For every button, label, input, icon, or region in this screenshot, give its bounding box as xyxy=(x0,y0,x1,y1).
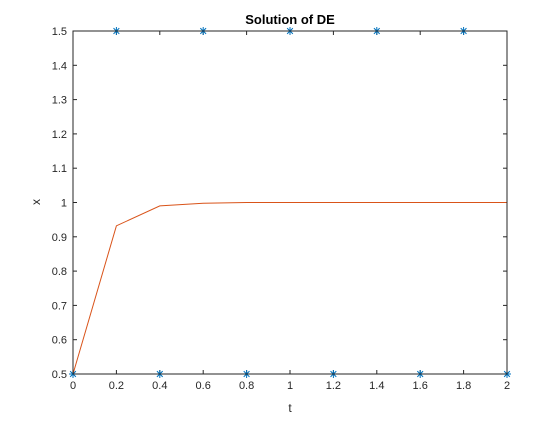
y-tick-label: 1 xyxy=(61,198,67,210)
axes-box xyxy=(72,30,508,375)
y-tick-label: 0.6 xyxy=(52,335,67,347)
y-tick-label: 1.4 xyxy=(52,60,67,72)
y-tick-label: 0.8 xyxy=(52,266,67,278)
series-line xyxy=(72,202,507,375)
x-tick-label: 2 xyxy=(504,380,510,392)
y-tick-label: 0.7 xyxy=(52,300,67,312)
y-tick-label: 1.3 xyxy=(52,95,67,107)
x-axis-label: t xyxy=(288,401,292,415)
chart-title: Solution of DE xyxy=(245,12,335,27)
x-tick-label: 1.4 xyxy=(369,380,384,392)
y-tick-label: 1.2 xyxy=(52,129,67,141)
y-tick-label: 1.5 xyxy=(52,26,67,38)
x-tick-label: 0.6 xyxy=(196,380,211,392)
x-tick-label: 0.8 xyxy=(239,380,254,392)
x-tick-label: 0.2 xyxy=(109,380,124,392)
x-tick-label: 1.6 xyxy=(413,380,428,392)
x-tick-label: 1.8 xyxy=(456,380,471,392)
y-tick-label: 0.9 xyxy=(52,232,67,244)
y-tick-label: 0.5 xyxy=(52,369,67,381)
x-tick-label: 1.2 xyxy=(326,380,341,392)
x-tick-label: 0.4 xyxy=(152,380,167,392)
x-tick-label: 0 xyxy=(70,380,76,392)
x-tick-label: 1 xyxy=(287,380,293,392)
y-tick-label: 1.1 xyxy=(52,163,67,175)
y-axis-label: x xyxy=(29,199,43,205)
